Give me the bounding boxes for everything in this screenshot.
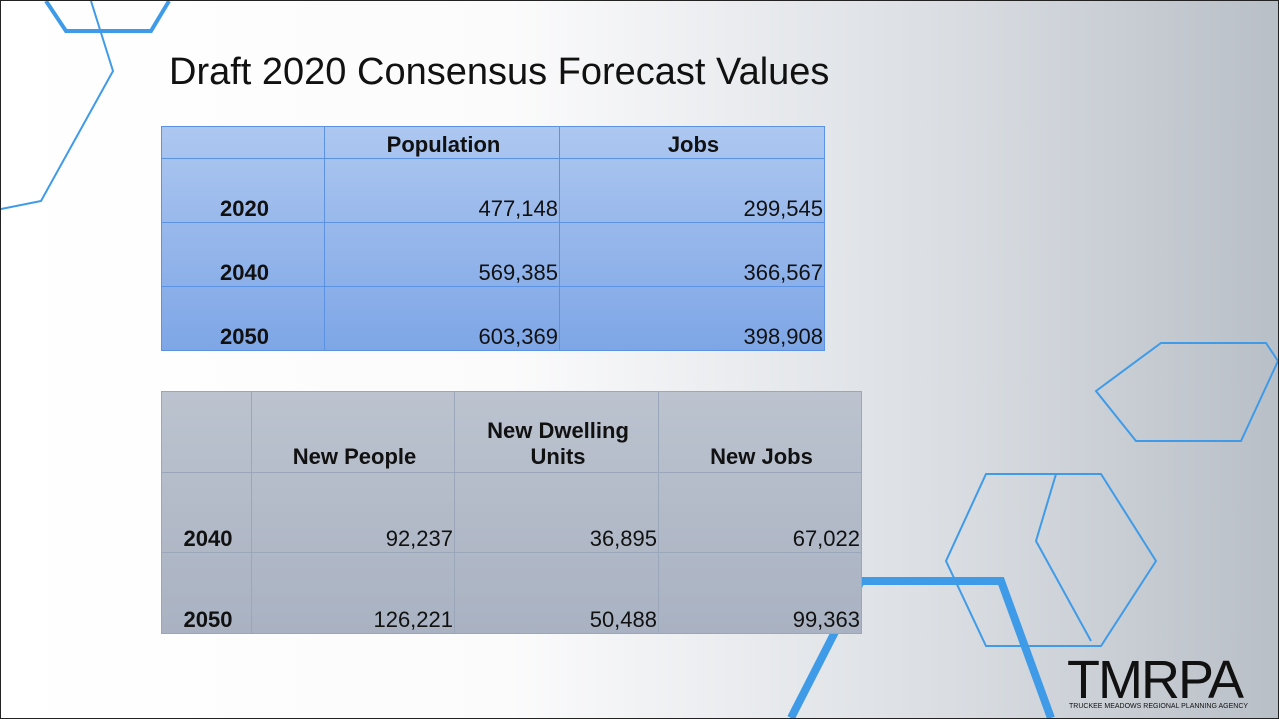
value-cell: 126,221 (251, 552, 455, 634)
forecast-table: Population Jobs 2020 477,148 299,545 2040 5… (161, 126, 825, 351)
growth-table: New People New Dwelling Units New Jobs 2… (161, 391, 862, 634)
header-cell (161, 391, 252, 473)
year-cell: 2020 (161, 158, 325, 223)
value-cell: 99,363 (658, 552, 862, 634)
header-cell: New Dwelling Units (454, 391, 659, 473)
header-cell: Population (324, 126, 560, 159)
logo: TMRPA (1067, 650, 1244, 710)
slide-title: Draft 2020 Consensus Forecast Values (169, 51, 830, 93)
value-cell: 67,022 (658, 472, 862, 553)
year-cell: 2050 (161, 552, 252, 634)
value-cell: 36,895 (454, 472, 659, 553)
header-cell: New People (251, 391, 455, 473)
year-cell: 2040 (161, 472, 252, 553)
year-cell: 2050 (161, 286, 325, 351)
value-cell: 92,237 (251, 472, 455, 553)
value-cell: 398,908 (559, 286, 825, 351)
header-cell: Jobs (559, 126, 825, 159)
value-cell: 477,148 (324, 158, 560, 223)
value-cell: 366,567 (559, 222, 825, 287)
year-cell: 2040 (161, 222, 325, 287)
value-cell: 603,369 (324, 286, 560, 351)
value-cell: 569,385 (324, 222, 560, 287)
logo-subtitle: TRUCKEE MEADOWS REGIONAL PLANNING AGENCY (1069, 703, 1249, 710)
value-cell: 50,488 (454, 552, 659, 634)
header-cell: New Jobs (658, 391, 862, 473)
header-cell (161, 126, 325, 159)
value-cell: 299,545 (559, 158, 825, 223)
